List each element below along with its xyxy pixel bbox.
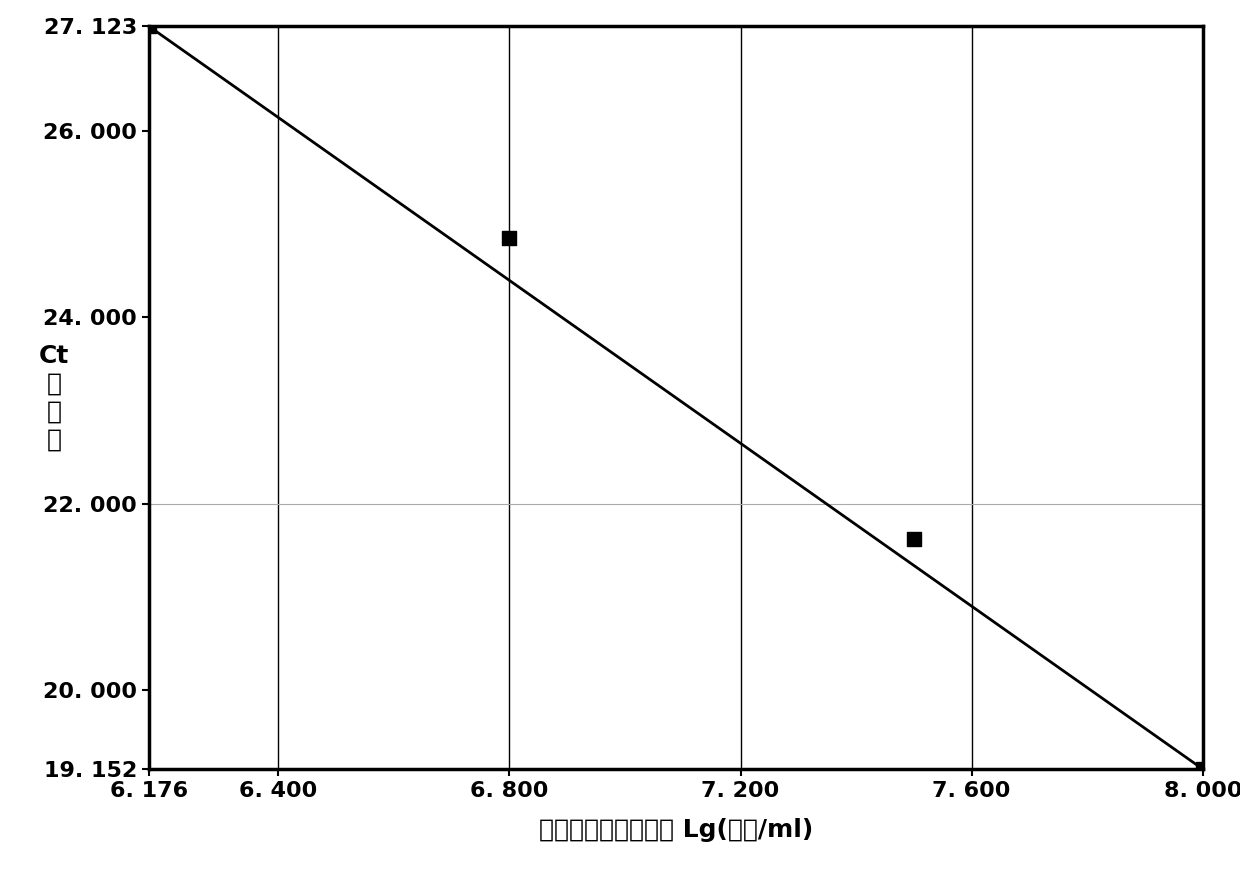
Point [500, 231, 520, 245]
Point [904, 532, 924, 546]
X-axis label: 起始模板浓度的对数 Lg(拷贝/ml): 起始模板浓度的对数 Lg(拷贝/ml) [538, 817, 813, 842]
Point [1193, 762, 1213, 776]
Point [139, 19, 159, 33]
Text: Ct
循
环
数: Ct 循 环 数 [38, 344, 69, 451]
